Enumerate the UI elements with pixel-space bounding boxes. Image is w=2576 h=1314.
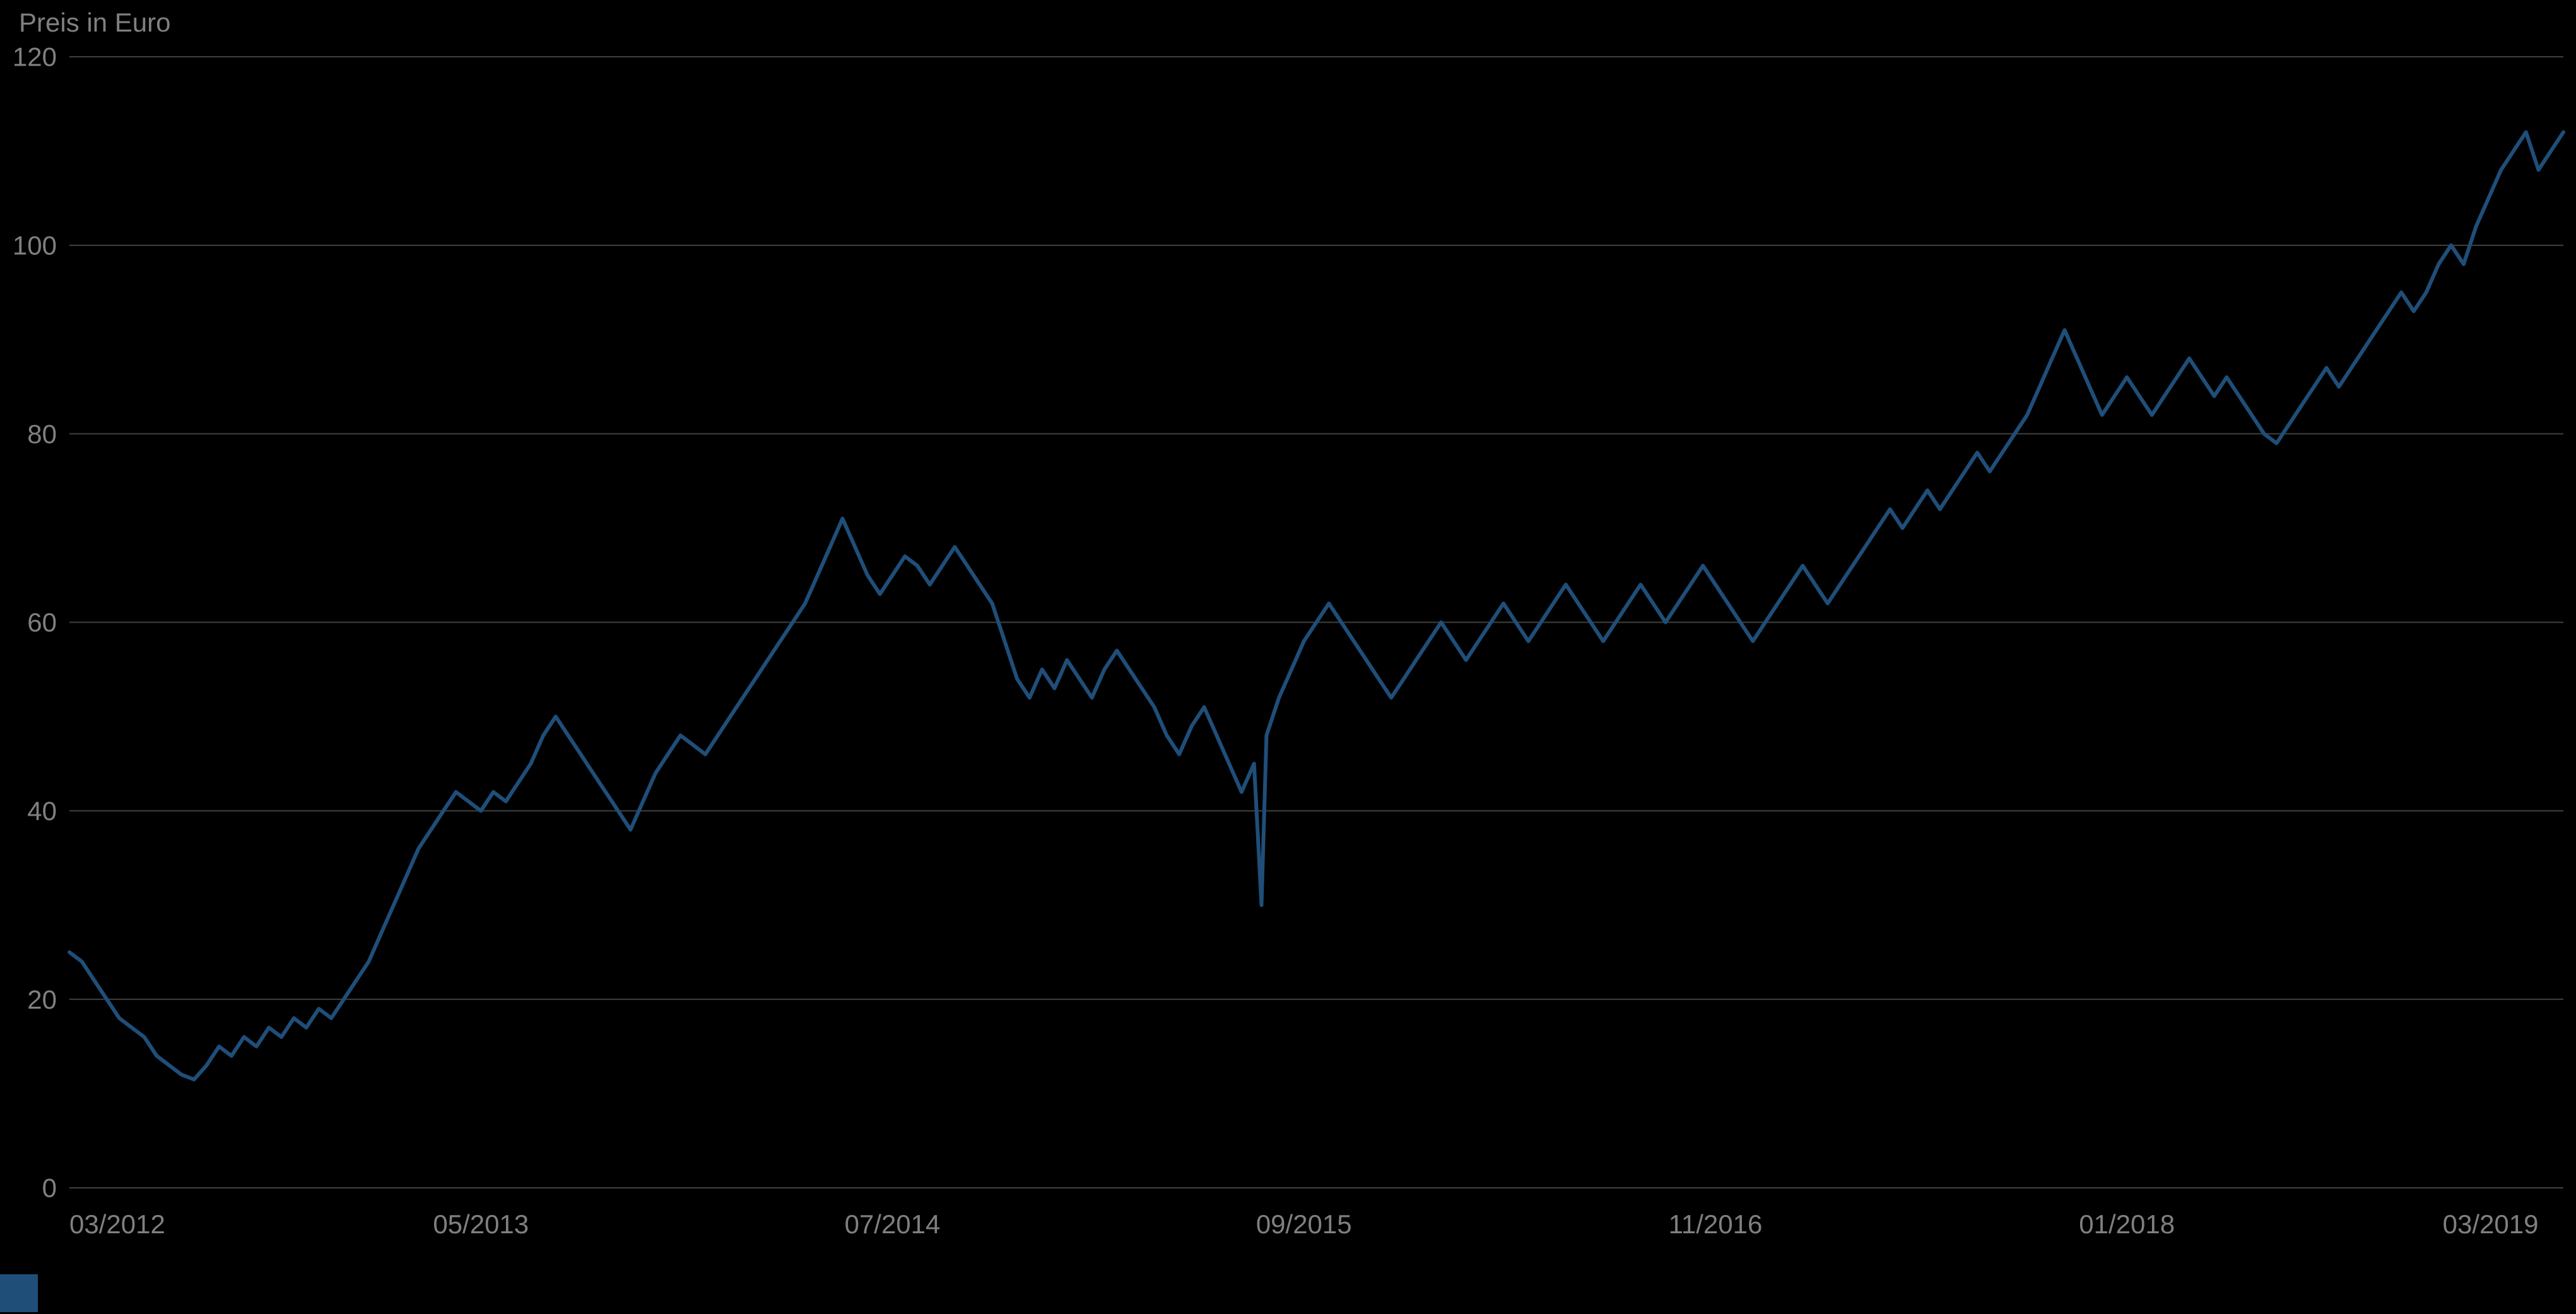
y-tick-label: 80 — [27, 419, 57, 449]
y-tick-label: 20 — [27, 985, 57, 1014]
x-tick-label: 03/2012 — [69, 1209, 165, 1239]
y-tick-label: 0 — [42, 1173, 57, 1203]
y-axis-title: Preis in Euro — [19, 8, 170, 37]
x-tick-label: 03/2019 — [2443, 1209, 2539, 1239]
y-tick-label: 120 — [13, 42, 57, 72]
y-tick-label: 60 — [27, 607, 57, 637]
y-tick-label: 40 — [27, 796, 57, 826]
chart-container: Preis in Euro 0 20 40 60 80 100 120 03/2012 05/20… — [0, 0, 2576, 1314]
x-tick-label: 07/2014 — [845, 1209, 941, 1239]
x-tick-label: 01/2018 — [2079, 1209, 2175, 1239]
price-chart: Preis in Euro 0 20 40 60 80 100 120 03/2012 05/20… — [0, 0, 2576, 1314]
y-tick-label: 100 — [13, 231, 57, 261]
x-tick-label: 05/2013 — [433, 1209, 529, 1239]
x-tick-label: 09/2015 — [1256, 1209, 1352, 1239]
legend-swatch — [0, 1274, 38, 1312]
chart-background — [0, 0, 2576, 1314]
x-tick-label: 11/2016 — [1669, 1209, 1763, 1239]
